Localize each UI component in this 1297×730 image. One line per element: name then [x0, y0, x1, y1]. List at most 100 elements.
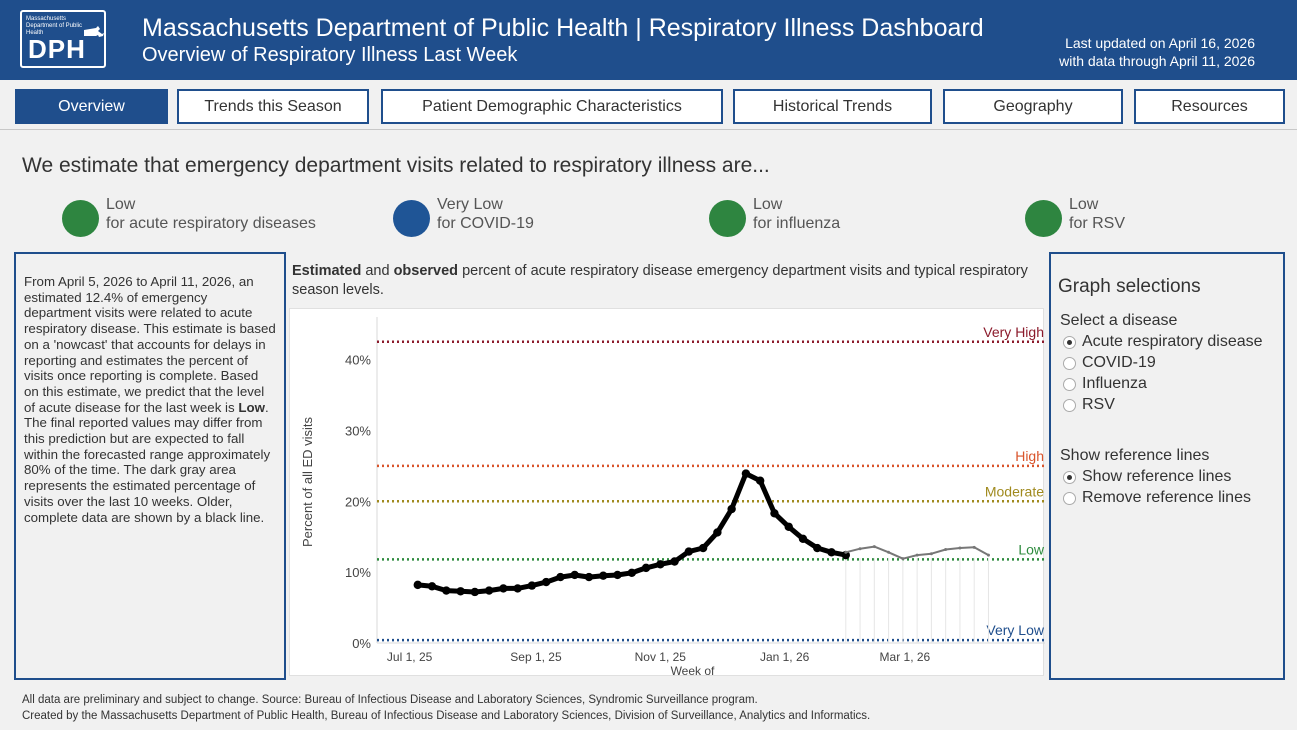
- status-dot: [62, 200, 99, 237]
- chart-title-estimated: Estimated: [292, 263, 362, 279]
- y-axis-label: Percent of all ED visits: [300, 416, 315, 547]
- observed-data-point: [541, 577, 551, 587]
- radio-influenza[interactable]: Influenza: [1063, 375, 1147, 393]
- status-disease: for COVID-19: [437, 215, 534, 232]
- reference-lines-label: Show reference lines: [1060, 447, 1210, 464]
- observed-data-point: [584, 572, 594, 582]
- last-updated-date: Last updated on April 16, 2026: [1065, 35, 1255, 51]
- radio-circle: [1063, 491, 1076, 505]
- observed-data-point: [841, 550, 850, 560]
- status-disease: for RSV: [1069, 215, 1126, 232]
- y-tick-label: 30%: [345, 423, 371, 438]
- observed-data-point: [727, 504, 736, 514]
- estimated-data-point: [915, 553, 919, 557]
- x-tick-label: Nov 1, 25: [635, 650, 687, 664]
- ed-visits-line-chart: 0% 10% 20% 30% 40% Jul 1, 25 Sep 1, 25 Nov 1, 2…: [300, 317, 1047, 678]
- select-disease-label: Select a disease: [1060, 312, 1178, 329]
- summary-text-part2: . The final reported values may differ f…: [24, 399, 271, 525]
- radio-covid[interactable]: COVID-19: [1063, 354, 1156, 372]
- tab-trends-this-season[interactable]: Trends this Season: [177, 89, 369, 124]
- estimated-data-point: [844, 550, 848, 554]
- estimated-data-point: [986, 553, 990, 557]
- observed-data-point: [427, 582, 437, 591]
- status-level: Low: [1069, 196, 1099, 213]
- observed-data-point: [499, 584, 508, 593]
- status-level: Very Low: [437, 196, 503, 213]
- chart-title-rest: percent of acute respiratory disease eme…: [292, 263, 1028, 298]
- radio-rsv[interactable]: RSV: [1063, 396, 1115, 414]
- estimated-data-point: [944, 547, 948, 551]
- summary-panel: From April 5, 2026 to April 11, 2026, an…: [14, 252, 286, 680]
- logo-dph-text: DPH: [28, 34, 86, 64]
- observed-data-point: [784, 522, 793, 531]
- radio-label: Show reference lines: [1082, 468, 1232, 485]
- reference-label-very-high: Very High: [983, 324, 1044, 340]
- dph-logo: Massachusetts Department of Public Healt…: [20, 10, 106, 68]
- radio-remove-reference-lines[interactable]: Remove reference lines: [1063, 489, 1251, 507]
- y-tick-label: 0%: [352, 636, 371, 651]
- page-title: Massachusetts Department of Public Healt…: [142, 14, 984, 42]
- x-tick-label: Mar 1, 26: [880, 650, 931, 664]
- tab-geography[interactable]: Geography: [943, 89, 1123, 124]
- observed-data-point: [570, 570, 579, 580]
- status-disease: for influenza: [753, 215, 841, 232]
- chart-title-and: and: [361, 263, 394, 279]
- logo-caption: Massachusetts Department of Public Healt…: [26, 16, 83, 36]
- observed-data-point: [470, 587, 480, 597]
- observed-data-point: [813, 543, 822, 553]
- radio-label: Remove reference lines: [1082, 489, 1251, 506]
- observed-data-point: [656, 560, 665, 569]
- observed-data-point: [527, 581, 537, 590]
- estimated-data-point: [929, 552, 933, 556]
- massachusetts-map-icon: [84, 26, 104, 37]
- x-tick-label: Jan 1, 26: [760, 650, 810, 664]
- observed-data-point: [670, 557, 679, 566]
- observed-data-point: [442, 586, 451, 595]
- tab-bar: Overview Trends this Season Patient Demo…: [0, 80, 1297, 130]
- tab-overview[interactable]: Overview: [15, 89, 168, 124]
- observed-data-point: [599, 571, 608, 580]
- page-subtitle: Overview of Respiratory Illness Last Wee…: [142, 44, 518, 66]
- observed-data-point: [684, 547, 694, 556]
- radio-acute-respiratory[interactable]: Acute respiratory disease: [1063, 333, 1263, 351]
- y-tick-label: 20%: [345, 494, 371, 509]
- radio-label: Acute respiratory disease: [1082, 333, 1263, 350]
- radio-show-reference-lines[interactable]: Show reference lines: [1063, 468, 1231, 486]
- radio-label: COVID-19: [1082, 354, 1156, 371]
- chart-title: Estimated and observed percent of acute …: [292, 262, 1042, 300]
- graph-selections-panel: Graph selections Select a disease Acute …: [1049, 252, 1285, 680]
- x-axis-label: Week of: [671, 664, 715, 677]
- summary-level: Low: [238, 399, 265, 415]
- dashboard-header: Massachusetts Department of Public Healt…: [0, 0, 1297, 80]
- tab-resources[interactable]: Resources: [1134, 89, 1285, 124]
- last-updated: Last updated on April 16, 2026 with data…: [1059, 34, 1255, 70]
- estimated-series-line: [845, 545, 989, 560]
- x-tick-label: Sep 1, 25: [510, 650, 562, 664]
- reference-label-moderate: Moderate: [985, 483, 1044, 499]
- radio-circle: [1063, 335, 1076, 349]
- graph-selections-title: Graph selections: [1058, 276, 1201, 297]
- observed-data-point: [770, 509, 779, 518]
- observed-data-point: [755, 476, 765, 485]
- footer-credits: Created by the Massachusetts Department …: [22, 710, 871, 722]
- y-tick-label: 40%: [345, 353, 371, 368]
- data-through-date: with data through April 11, 2026: [1059, 53, 1255, 69]
- estimated-data-point: [887, 550, 891, 554]
- observed-data-point: [556, 572, 565, 582]
- radio-label: RSV: [1082, 396, 1115, 413]
- observed-data-point: [798, 534, 808, 544]
- tab-historical-trends[interactable]: Historical Trends: [733, 89, 932, 124]
- y-tick-label: 10%: [345, 565, 371, 580]
- observed-data-point: [827, 548, 836, 557]
- estimated-data-point: [901, 557, 905, 561]
- chart-container: 0% 10% 20% 30% 40% Jul 1, 25 Sep 1, 25 Nov 1, 2…: [289, 308, 1047, 678]
- observed-data-point: [413, 580, 422, 590]
- estimated-data-point: [872, 545, 876, 549]
- observed-data-point: [741, 469, 751, 478]
- radio-circle: [1063, 377, 1076, 391]
- observed-data-point: [456, 587, 465, 596]
- radio-circle: [1063, 398, 1076, 412]
- tab-patient-demographics[interactable]: Patient Demographic Characteristics: [381, 89, 723, 124]
- chart-title-observed: observed: [393, 263, 459, 279]
- observed-data-point: [484, 586, 494, 595]
